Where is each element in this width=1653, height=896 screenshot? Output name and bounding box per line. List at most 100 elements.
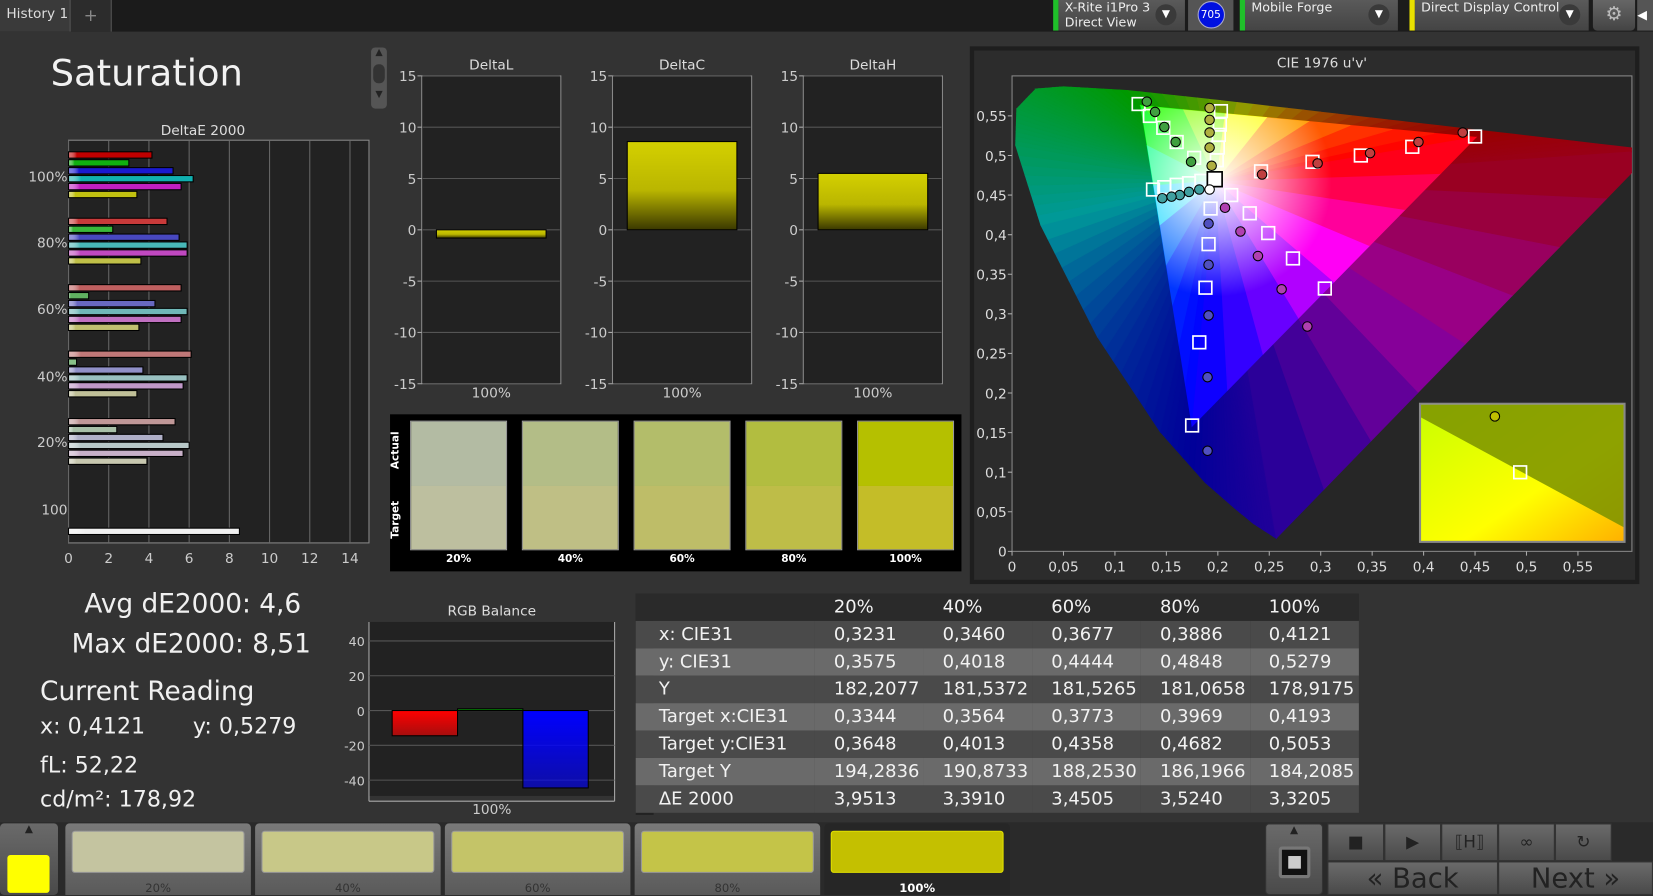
scroll-up-icon[interactable]: ▲ <box>375 47 383 58</box>
x-tick-label: 0,35 <box>1357 559 1387 575</box>
continuous-button[interactable]: ∞ <box>1498 823 1555 862</box>
refresh-button[interactable]: ↻ <box>1554 823 1612 862</box>
patch-20%[interactable]: 20% <box>65 823 251 896</box>
column-header: 100% <box>1268 596 1320 618</box>
delta-deltac-chart: 15 10 5 0 -5 -10 -15 100% <box>585 69 753 401</box>
row-label: Y <box>658 678 670 700</box>
row-label: 60% <box>37 302 67 318</box>
measured-yellow-point <box>1204 102 1215 114</box>
y-tick-label: -15 <box>776 377 798 393</box>
measured-blue-point <box>1203 259 1214 271</box>
red-balance-bar <box>391 710 459 737</box>
swatch-40% <box>521 420 619 551</box>
meter-badge[interactable]: 705 <box>1197 1 1225 29</box>
y-tick-label: 15 <box>781 69 798 85</box>
deltae-bar-40% <box>67 358 78 366</box>
deltae-bar-20% <box>67 441 190 450</box>
page-title: Saturation <box>50 52 243 95</box>
rgb-balance-chart: 40 20 0 -20 -40 100% <box>344 621 616 817</box>
table-cell: 0,4193 <box>1268 706 1332 728</box>
source-dropdown[interactable]: Mobile Forge ▼ <box>1239 0 1398 31</box>
deltae-bar-100% <box>67 190 138 199</box>
settings-gear-icon[interactable]: ⚙ <box>1592 0 1636 31</box>
deltae-bar-40% <box>67 366 144 374</box>
display-dropdown[interactable]: Direct Display Control ▼ <box>1409 0 1589 31</box>
target-yellow-marker <box>1213 103 1229 119</box>
y-tick-label: 0,55 <box>976 109 1006 125</box>
deltae-bar-40% <box>67 374 188 382</box>
y-tick-label: 0,5 <box>985 149 1007 165</box>
table-cell: 0,3460 <box>942 624 1006 646</box>
table-cell: 186,1966 <box>1160 761 1246 783</box>
inset-target-marker <box>1513 465 1528 480</box>
current-color-panel[interactable]: ▲ <box>0 823 58 896</box>
infinity-icon: ∞ <box>1519 831 1534 852</box>
patch-60%[interactable]: 60% <box>444 823 631 896</box>
current-x: x: 0,4121 <box>40 713 146 740</box>
deltae-bar-60% <box>67 315 182 324</box>
y-tick-label: 10 <box>781 120 798 136</box>
measured-cyan-point <box>1183 186 1195 198</box>
deltae-bar-40% <box>67 390 138 398</box>
patch-100%[interactable]: 100% <box>824 823 1010 896</box>
current-cdm2: cd/m²: 178,92 <box>40 786 197 812</box>
y-tick-label: 15 <box>399 69 416 85</box>
patch-40%[interactable]: 40% <box>255 823 441 896</box>
row-label: Target x:CIE31 <box>658 706 789 728</box>
row-label: 40% <box>37 370 67 386</box>
target-label: Target <box>390 500 402 539</box>
scroll-up-icon[interactable]: ▲ <box>24 823 34 835</box>
y-tick-label: 0,15 <box>976 426 1006 442</box>
y-tick-label: 0,05 <box>976 505 1006 521</box>
x-tick-label: 0,15 <box>1151 559 1181 575</box>
table-cell: 0,4848 <box>1160 651 1223 673</box>
patch-label: 40% <box>334 881 361 896</box>
measured-yellow-point <box>1204 127 1215 138</box>
measured-green-point <box>1159 121 1170 133</box>
top-bar <box>0 0 1653 32</box>
scroll-thumb[interactable] <box>373 64 385 84</box>
table-cell: 0,4682 <box>1160 733 1223 755</box>
measured-magenta-point <box>1235 226 1246 237</box>
measured-red-point <box>1457 127 1468 138</box>
x-tick-label: 0,45 <box>1460 559 1490 575</box>
y-tick-label: 40 <box>349 634 365 649</box>
swatch-80% <box>745 420 843 551</box>
meter-mode: Direct View <box>1064 14 1137 30</box>
scroll-down-icon[interactable]: ▼ <box>375 89 383 101</box>
back-label: Back <box>1392 863 1459 896</box>
target-color-swatch <box>746 485 842 550</box>
play-button[interactable]: ▶ <box>1384 823 1442 862</box>
back-button[interactable]: « Back <box>1327 861 1499 896</box>
deltae-bar-100% <box>67 167 174 175</box>
y-tick-label: 20 <box>349 669 365 684</box>
patch-label: 80% <box>714 881 741 896</box>
actual-color-swatch <box>522 421 618 486</box>
actual-color-swatch <box>411 421 507 486</box>
swatch-label: 40% <box>557 553 583 566</box>
add-tab-button[interactable]: + <box>69 0 112 32</box>
patch-80%[interactable]: 80% <box>634 823 821 896</box>
table-cell: 0,4121 <box>1268 624 1332 646</box>
scroll-up-icon[interactable]: ▲ <box>1289 824 1299 836</box>
double-chevron-right-icon: » <box>1594 863 1621 896</box>
table-cell: 0,4013 <box>942 733 1006 755</box>
hold-button[interactable]: ⟦H⟧ <box>1441 823 1499 862</box>
y-tick-label: 0,45 <box>976 188 1006 204</box>
y-tick-label: -5 <box>403 274 417 290</box>
column-header: 60% <box>1051 596 1092 618</box>
measured-blue-point <box>1202 445 1213 457</box>
collapse-arrow-icon[interactable]: ◀ <box>1637 0 1653 31</box>
scrollbar[interactable]: ▲ ▼ <box>371 47 387 109</box>
y-tick-label: 5 <box>789 172 798 188</box>
hold-icon: ⟦H⟧ <box>1454 831 1485 852</box>
measured-cyan-point <box>1194 184 1205 195</box>
stop-button[interactable]: ■ <box>1327 823 1385 862</box>
next-button[interactable]: Next » <box>1498 861 1653 896</box>
stop-icon[interactable] <box>1278 846 1310 879</box>
deltae-bar-80% <box>67 241 188 249</box>
meter-dropdown[interactable]: X-Rite i1Pro 3 Direct View ▼ <box>1053 0 1185 31</box>
tab-history-1[interactable]: History 1 <box>0 0 70 32</box>
x-tick-label: 0,05 <box>1048 559 1078 575</box>
patch-scroll-control[interactable]: ▲ <box>1265 823 1324 896</box>
